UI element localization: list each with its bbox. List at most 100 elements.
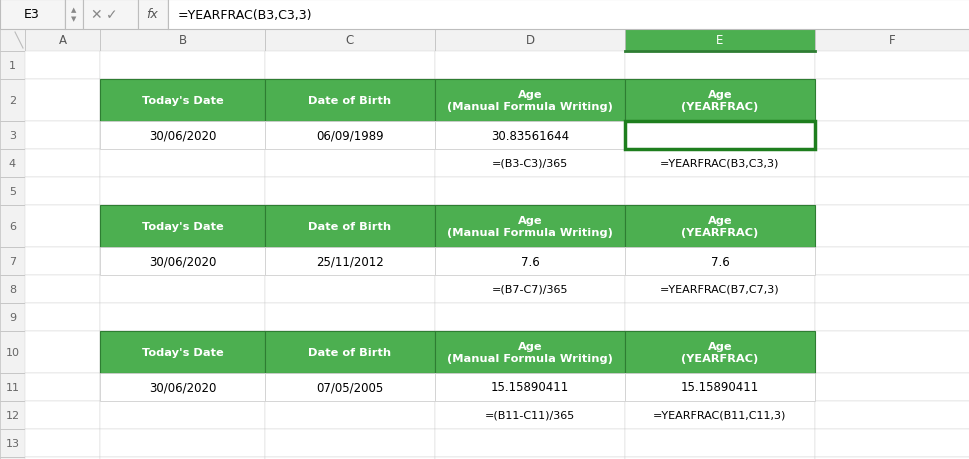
- Bar: [100, 122, 265, 150]
- Text: 12: 12: [6, 410, 19, 420]
- Text: Date of Birth: Date of Birth: [308, 347, 391, 357]
- Bar: [265, 275, 434, 303]
- Bar: [624, 150, 814, 178]
- Bar: [100, 80, 265, 122]
- Bar: [265, 80, 434, 122]
- Text: 2: 2: [9, 96, 16, 106]
- Bar: [25, 303, 100, 331]
- Text: 4: 4: [9, 159, 16, 168]
- Bar: [0, 52, 25, 80]
- Text: 07/05/2005: 07/05/2005: [316, 381, 383, 394]
- Text: =(B11-C11)/365: =(B11-C11)/365: [484, 410, 575, 420]
- Bar: [25, 52, 100, 80]
- Bar: [25, 206, 100, 247]
- Bar: [25, 122, 100, 150]
- Bar: [100, 331, 265, 373]
- Bar: [0, 401, 25, 429]
- Text: A: A: [58, 34, 67, 47]
- Bar: [624, 275, 814, 303]
- Text: Age
(Manual Formula Writing): Age (Manual Formula Writing): [447, 341, 612, 364]
- Bar: [434, 247, 624, 275]
- Bar: [814, 303, 969, 331]
- Bar: [434, 52, 624, 80]
- Bar: [814, 457, 969, 459]
- Bar: [100, 206, 265, 247]
- Bar: [100, 429, 265, 457]
- Text: 6: 6: [9, 222, 16, 231]
- Bar: [168, 0, 969, 30]
- Bar: [265, 331, 434, 373]
- Bar: [265, 122, 434, 150]
- Text: B: B: [178, 34, 186, 47]
- Bar: [814, 429, 969, 457]
- Bar: [265, 80, 434, 122]
- Text: E3: E3: [24, 8, 40, 22]
- Bar: [434, 331, 624, 373]
- Bar: [265, 331, 434, 373]
- Bar: [624, 373, 814, 401]
- Bar: [434, 429, 624, 457]
- Bar: [434, 206, 624, 247]
- Text: F: F: [889, 34, 895, 47]
- Bar: [100, 150, 265, 178]
- Text: ▲: ▲: [72, 7, 77, 13]
- Bar: [25, 80, 100, 122]
- Text: ▼: ▼: [72, 17, 77, 22]
- Bar: [265, 178, 434, 206]
- Bar: [100, 30, 265, 52]
- Text: 30/06/2020: 30/06/2020: [148, 381, 216, 394]
- Bar: [100, 247, 265, 275]
- Text: 30/06/2020: 30/06/2020: [148, 255, 216, 268]
- Bar: [0, 150, 25, 178]
- Text: Age
(YEARFRAC): Age (YEARFRAC): [680, 341, 758, 364]
- Bar: [265, 457, 434, 459]
- Text: 5: 5: [9, 187, 16, 196]
- Text: C: C: [346, 34, 354, 47]
- Bar: [0, 122, 25, 150]
- Bar: [624, 373, 814, 401]
- Bar: [100, 122, 265, 150]
- Bar: [100, 303, 265, 331]
- Bar: [265, 373, 434, 401]
- Bar: [624, 80, 814, 122]
- Text: 1: 1: [9, 61, 16, 71]
- Bar: [0, 331, 25, 373]
- Bar: [434, 122, 624, 150]
- Text: Today's Date: Today's Date: [141, 222, 223, 231]
- Text: 25/11/2012: 25/11/2012: [316, 255, 384, 268]
- Bar: [624, 429, 814, 457]
- Bar: [0, 80, 25, 122]
- Bar: [434, 122, 624, 150]
- Bar: [265, 247, 434, 275]
- Bar: [434, 303, 624, 331]
- Bar: [624, 401, 814, 429]
- Bar: [624, 122, 814, 150]
- Bar: [434, 401, 624, 429]
- Text: Age
(YEARFRAC): Age (YEARFRAC): [680, 90, 758, 112]
- Bar: [0, 429, 25, 457]
- Bar: [624, 178, 814, 206]
- Text: =YEARFRAC(B3,C3,3): =YEARFRAC(B3,C3,3): [178, 8, 312, 22]
- Bar: [624, 206, 814, 247]
- Bar: [0, 303, 25, 331]
- Bar: [624, 122, 814, 150]
- Text: Age
(YEARFRAC): Age (YEARFRAC): [680, 215, 758, 238]
- Bar: [0, 275, 25, 303]
- Bar: [434, 331, 624, 373]
- Bar: [814, 52, 969, 80]
- Bar: [814, 80, 969, 122]
- Bar: [138, 0, 168, 30]
- Bar: [100, 401, 265, 429]
- Bar: [624, 206, 814, 247]
- Bar: [434, 206, 624, 247]
- Bar: [25, 331, 100, 373]
- Text: 30.83561644: 30.83561644: [680, 129, 759, 142]
- Bar: [814, 206, 969, 247]
- Bar: [624, 80, 814, 122]
- Bar: [434, 150, 624, 178]
- Bar: [434, 457, 624, 459]
- Bar: [265, 303, 434, 331]
- Text: 3: 3: [9, 131, 16, 141]
- Bar: [0, 178, 25, 206]
- Bar: [624, 52, 814, 80]
